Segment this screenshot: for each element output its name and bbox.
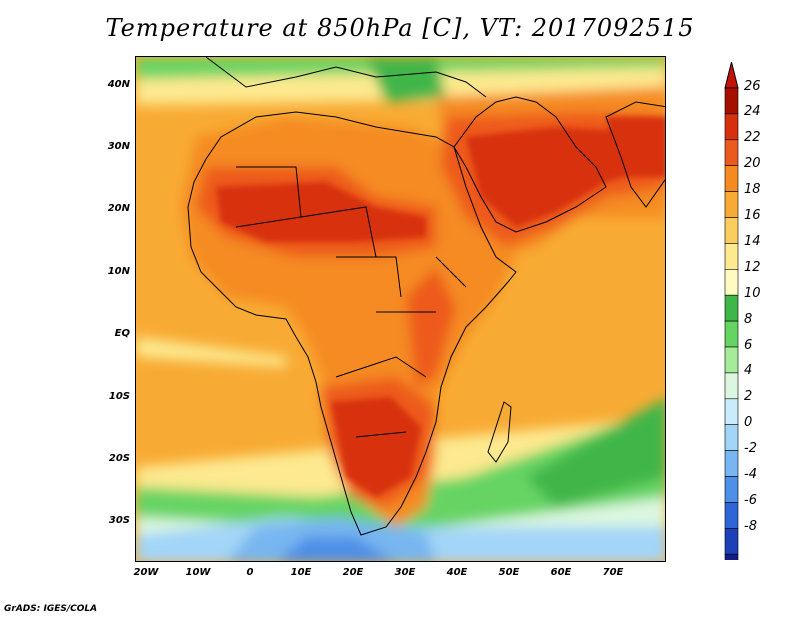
colorbar-swatch [724,346,739,374]
lon-label-20w: 20W [133,567,159,578]
south-deep-blue [278,537,393,561]
lat-label-20s: 20S [108,453,130,464]
lon-label-0: 0 [246,567,254,578]
sea-green-north [366,57,446,102]
colorbar-label-6: 6 [744,338,753,353]
colorbar-swatch [724,502,739,529]
colorbar-swatch [724,527,739,555]
lon-label-40e: 40E [446,567,468,578]
colorbar-label-neg6: -6 [744,493,757,508]
colorbar-label-0: 0 [744,415,753,430]
colorbar-swatch [724,553,739,560]
arabia-coastline [453,96,607,233]
lon-label-30e: 30E [394,567,416,578]
lon-label-10e: 10E [290,567,312,578]
colorbar-label-24: 24 [744,104,761,119]
colorbar-swatch [724,139,739,167]
colorbar-swatch [724,294,739,322]
colorbar-top-arrow [724,61,739,89]
colorbar-label-2: 2 [744,389,753,404]
india-coastline [605,101,665,208]
colorbar-swatch [724,320,739,348]
lat-label-20n: 20N [107,203,130,214]
colorbar-label-22: 22 [744,130,761,145]
colorbar-swatch [724,424,739,451]
colorbar-swatch [724,476,739,503]
colorbar-label-20: 20 [744,156,761,171]
colorbar-label-neg4: -4 [744,467,757,482]
colorbar-swatch [724,269,739,296]
atlantic-light [136,337,286,367]
colorbar-label-14: 14 [744,234,761,249]
colorbar-label-18: 18 [744,182,761,197]
eastafrica-hot [406,267,456,387]
temperature-map [135,56,666,562]
lat-label-10n: 10N [107,266,130,277]
africa-coastline [187,111,517,536]
indian-ocean-green [526,398,665,507]
colorbar-swatch [724,191,739,218]
colorbar-swatch [724,87,739,115]
southafrica-core [331,397,421,497]
colorbar-label-12: 12 [744,260,761,275]
colorbar [724,61,739,560]
colorbar-swatch [724,217,739,244]
colorbar-label-8: 8 [744,312,753,327]
lon-label-10w: 10W [185,567,211,578]
colorbar-swatch [724,113,739,141]
arabia-core [466,127,656,227]
grads-credit: GrADS: IGES/COLA [4,604,98,614]
lon-label-50e: 50E [498,567,520,578]
colorbar-swatch [724,372,739,400]
colorbar-swatch [724,165,739,192]
sahara-core [216,182,426,242]
lat-label-40n: 40N [107,79,130,90]
colorbar-label-neg2: -2 [744,441,757,456]
colorbar-swatch [724,243,739,270]
lat-label-10s: 10S [108,391,130,402]
colorbar-label-10: 10 [744,286,761,301]
lat-label-30s: 30S [108,515,130,526]
colorbar-label-26: 26 [744,79,761,94]
temperature-field [136,57,665,561]
lat-label-eq: EQ [114,328,130,339]
colorbar-swatch [724,398,739,425]
colorbar-label-16: 16 [744,208,761,223]
country-borders [235,166,467,438]
lon-label-60e: 60E [550,567,572,578]
mediterranean-coastline [205,57,487,98]
lon-label-70e: 70E [602,567,624,578]
lon-label-20e: 20E [342,567,364,578]
madagascar-coastline [487,401,512,463]
colorbar-swatch [724,450,739,477]
colorbar-label-4: 4 [744,363,753,378]
india-core [606,117,665,177]
map-title: Temperature at 850hPa [C], VT: 201709251… [105,14,695,42]
colorbar-label-neg8: -8 [744,519,757,534]
lat-label-30n: 30N [107,141,130,152]
